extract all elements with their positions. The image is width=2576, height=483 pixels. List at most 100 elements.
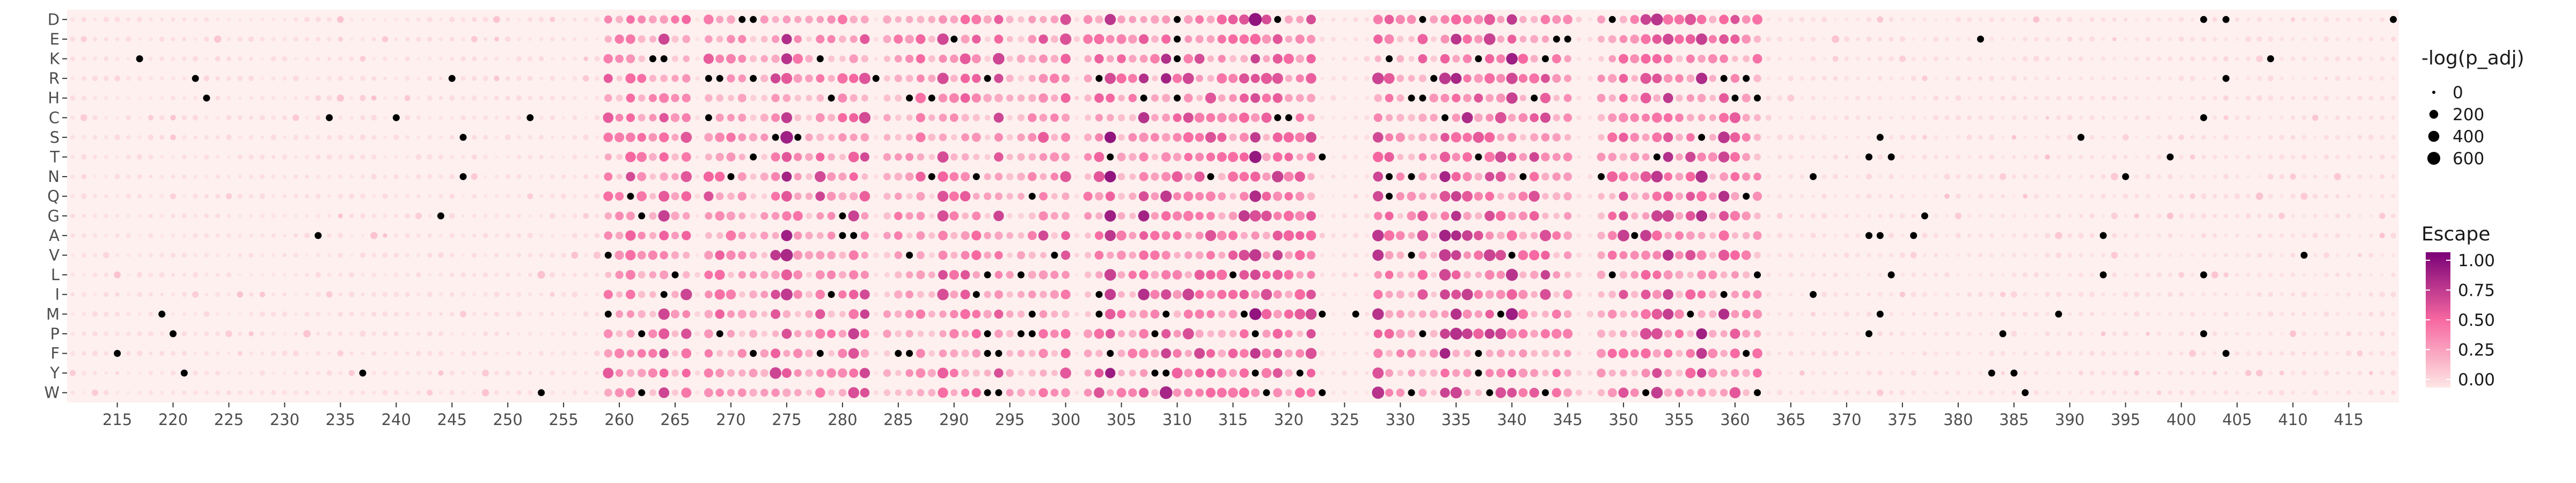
dot — [1587, 36, 1593, 42]
dot — [2101, 76, 2105, 80]
dot — [1741, 34, 1751, 44]
dot — [1709, 310, 1717, 318]
dot — [1274, 16, 1282, 23]
dot — [761, 35, 768, 43]
dot — [1652, 368, 1662, 378]
dot — [1652, 349, 1662, 358]
dot — [928, 232, 935, 239]
dot — [1074, 194, 1079, 199]
dot — [1843, 311, 1849, 317]
dot — [2090, 194, 2095, 199]
dot — [1889, 312, 1894, 317]
dot — [1095, 310, 1103, 318]
dot — [1663, 270, 1673, 280]
dot — [1651, 171, 1663, 182]
dot — [315, 272, 321, 278]
x-tick-label: 265 — [660, 411, 690, 429]
dot — [781, 368, 792, 378]
dot — [1129, 291, 1136, 298]
dot — [2189, 350, 2196, 357]
dot — [249, 96, 253, 100]
dot — [1800, 57, 1804, 61]
dot — [1085, 114, 1091, 121]
dot — [282, 56, 288, 62]
x-tick-label: 315 — [1218, 411, 1248, 429]
dot — [1342, 233, 1347, 238]
dot — [727, 15, 735, 24]
dot — [1889, 174, 1894, 179]
dot — [427, 95, 433, 101]
dot — [1945, 371, 1949, 375]
dot — [405, 115, 411, 121]
dot — [1485, 369, 1494, 377]
dot — [905, 75, 913, 83]
dot — [71, 292, 75, 297]
dot — [873, 135, 879, 140]
dot — [2034, 351, 2038, 356]
dot — [1877, 56, 1883, 62]
dot — [1900, 76, 1905, 81]
dot — [1889, 371, 1893, 375]
dot — [115, 115, 120, 120]
dot — [1060, 289, 1071, 299]
dot — [2346, 37, 2351, 41]
dot — [1408, 94, 1415, 102]
dot — [1104, 13, 1116, 25]
dot — [2023, 115, 2028, 120]
dot — [737, 192, 747, 201]
size-legend-key — [2429, 109, 2439, 119]
dot — [316, 56, 320, 61]
dot — [1833, 154, 1838, 160]
dot — [181, 155, 187, 159]
dot — [984, 154, 991, 160]
dot — [1696, 328, 1707, 340]
dot — [371, 311, 377, 317]
dot — [1944, 193, 1950, 199]
dot — [1105, 191, 1115, 201]
dot — [1640, 171, 1651, 182]
dot — [1006, 232, 1014, 239]
dot — [1967, 214, 1972, 218]
dot — [2057, 135, 2061, 140]
dot — [1396, 231, 1405, 240]
dot — [761, 94, 768, 101]
dot — [849, 113, 859, 122]
dot — [326, 291, 333, 298]
x-tick-label: 415 — [2334, 411, 2363, 429]
dot — [972, 211, 981, 221]
dot — [539, 312, 544, 317]
dot — [1966, 17, 1972, 22]
dot — [438, 331, 444, 336]
dot — [2224, 155, 2228, 159]
dot — [1050, 113, 1059, 122]
dot — [1708, 54, 1717, 63]
dot — [92, 96, 98, 100]
dot — [260, 57, 264, 61]
dot — [1730, 250, 1740, 260]
dot — [1418, 192, 1426, 200]
dot — [1588, 214, 1592, 218]
dot — [849, 74, 859, 83]
dot — [1878, 96, 1883, 100]
dot — [81, 76, 86, 81]
dot — [2178, 36, 2184, 42]
dot — [1152, 75, 1158, 82]
dot — [182, 390, 187, 395]
x-tick-label: 255 — [548, 411, 578, 429]
dot — [450, 155, 455, 159]
dot — [1766, 272, 1771, 277]
dot — [215, 194, 221, 199]
dot — [1452, 113, 1460, 122]
dot — [1855, 76, 1860, 81]
dot — [382, 331, 388, 336]
dot — [1506, 289, 1517, 300]
dot — [2290, 214, 2295, 218]
dot — [494, 174, 499, 179]
dot — [2178, 213, 2184, 218]
dot — [459, 134, 467, 141]
dot — [1365, 352, 1369, 355]
dot — [1663, 14, 1673, 25]
dot — [1408, 271, 1415, 279]
dot — [70, 95, 76, 101]
dot — [838, 14, 847, 25]
